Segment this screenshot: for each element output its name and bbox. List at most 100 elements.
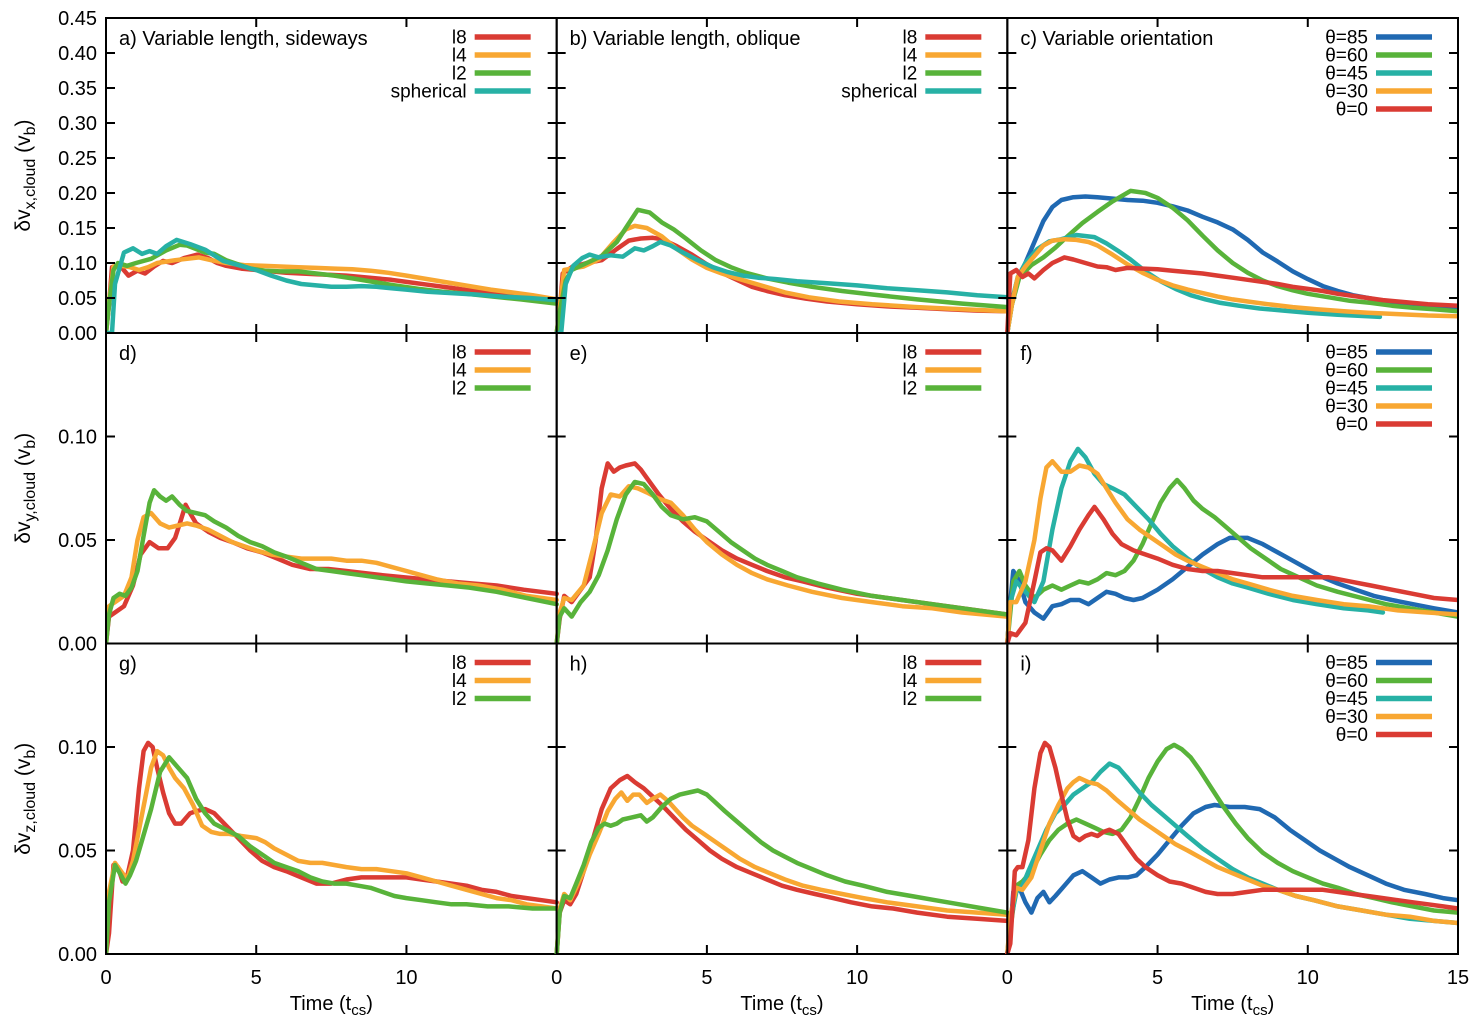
y-tick-label: 0.10	[58, 253, 97, 275]
legend-label: l8	[903, 28, 918, 49]
series-l4	[105, 748, 559, 954]
panel-i: i) θ=85θ=60θ=45θ=30θ=0 0 5 10 15 Time (tcs)	[1002, 642, 1469, 1019]
legend-label: θ=60	[1325, 671, 1368, 692]
panel-d-curves	[105, 488, 559, 644]
panel-i-ticks	[1007, 643, 1458, 954]
legend-label: l2	[452, 379, 467, 400]
series-θ=30	[1005, 459, 1459, 644]
panel-c-title: c) Variable orientation	[1020, 28, 1213, 50]
legend-label: θ=85	[1325, 653, 1368, 674]
panel-i-curves	[1005, 740, 1459, 954]
panel-g-title: g)	[119, 654, 137, 676]
x-tick-label: 5	[701, 967, 712, 989]
legend-label: θ=30	[1325, 397, 1368, 418]
panel-c-curves	[1005, 188, 1459, 333]
series-l4	[105, 255, 559, 333]
panel-g-ticks	[106, 643, 557, 954]
y-axis-title: δvy,cloud (vb)	[12, 433, 39, 544]
x-axis-title: Time (tcs)	[740, 993, 823, 1019]
series-θ=30	[1005, 775, 1459, 954]
panel-b-curves	[554, 207, 1010, 333]
panel-h-ticks	[556, 643, 1008, 954]
series-θ=0	[1005, 504, 1459, 644]
series-l4	[105, 510, 559, 644]
y-axis-title: δvz,cloud (vb)	[12, 743, 39, 855]
x-axis-title: Time (tcs)	[1191, 993, 1274, 1019]
legend-label: l8	[452, 28, 467, 49]
series-spherical	[554, 239, 1010, 333]
series-l4	[554, 483, 1010, 644]
panel-i-border	[1006, 642, 1459, 955]
panel-f-legend: θ=85θ=60θ=45θ=30θ=0	[1325, 343, 1432, 436]
series-spherical	[105, 237, 559, 333]
legend-label: l4	[903, 361, 918, 382]
series-θ=60	[1005, 742, 1459, 954]
y-tick-label: 0.45	[58, 8, 97, 30]
legend-label: θ=0	[1336, 415, 1368, 436]
y-tick-label: 0.20	[58, 183, 97, 205]
panel-g-curves	[105, 740, 559, 954]
panel-f: f) θ=85θ=60θ=45θ=30θ=0	[1005, 332, 1459, 645]
y-tick-label: 0.00	[58, 634, 97, 656]
legend-label: l2	[903, 379, 918, 400]
panel-d-title: d)	[119, 343, 137, 365]
legend-label: θ=30	[1325, 707, 1368, 728]
panel-f-title: f)	[1020, 343, 1032, 365]
panel-i-legend: θ=85θ=60θ=45θ=30θ=0	[1325, 653, 1432, 746]
panel-b-title: b) Variable length, oblique	[570, 28, 801, 50]
legend-label: l4	[452, 46, 467, 67]
panel-f-ticks	[1007, 333, 1458, 644]
y-tick-label: 0.05	[58, 841, 97, 863]
legend-label: l4	[452, 361, 467, 382]
y-tick-label: 0.40	[58, 43, 97, 65]
panel-h-curves	[554, 773, 1010, 954]
x-tick-label: 0	[1002, 967, 1013, 989]
series-θ=60	[1005, 188, 1459, 333]
series-θ=85	[1005, 802, 1459, 954]
panel-a-title: a) Variable length, sideways	[119, 28, 368, 50]
y-tick-label: 0.30	[58, 113, 97, 135]
x-tick-label: 15	[1447, 967, 1469, 989]
legend-label: θ=45	[1325, 689, 1368, 710]
legend-label: l2	[452, 64, 467, 85]
panel-e-ticks	[556, 333, 1008, 644]
legend-label: l8	[452, 343, 467, 364]
y-axis-title: δvx,cloud (vb)	[12, 119, 39, 231]
y-tick-label: 0.00	[58, 323, 97, 345]
legend-label: l2	[903, 64, 918, 85]
legend-label: θ=60	[1325, 361, 1368, 382]
series-θ=0	[1005, 255, 1459, 333]
legend-label: l8	[903, 653, 918, 674]
legend-label: θ=60	[1325, 46, 1368, 67]
panel-h-title: h)	[570, 654, 588, 676]
series-θ=85	[1005, 535, 1459, 644]
series-l2	[554, 788, 1010, 954]
panel-a-ticks	[106, 18, 557, 333]
legend-label: θ=45	[1325, 379, 1368, 400]
x-axis-title: Time (tcs)	[290, 993, 373, 1019]
x-tick-label: 10	[1297, 967, 1319, 989]
y-tick-label: 0.35	[58, 78, 97, 100]
panel-c-legend: θ=85θ=60θ=45θ=30θ=0	[1325, 28, 1432, 121]
series-l2	[105, 488, 559, 644]
panel-i-title: i)	[1020, 654, 1031, 676]
legend-label: l8	[903, 343, 918, 364]
panel-f-curves	[1005, 446, 1459, 644]
legend-label: θ=0	[1336, 725, 1368, 746]
panel-a-curves	[105, 237, 559, 333]
y-tick-label: 0.25	[58, 148, 97, 170]
legend-label: l2	[452, 689, 467, 710]
series-θ=45	[1005, 446, 1386, 644]
legend-label: θ=85	[1325, 343, 1368, 364]
y-tick-label: 0.05	[58, 530, 97, 552]
